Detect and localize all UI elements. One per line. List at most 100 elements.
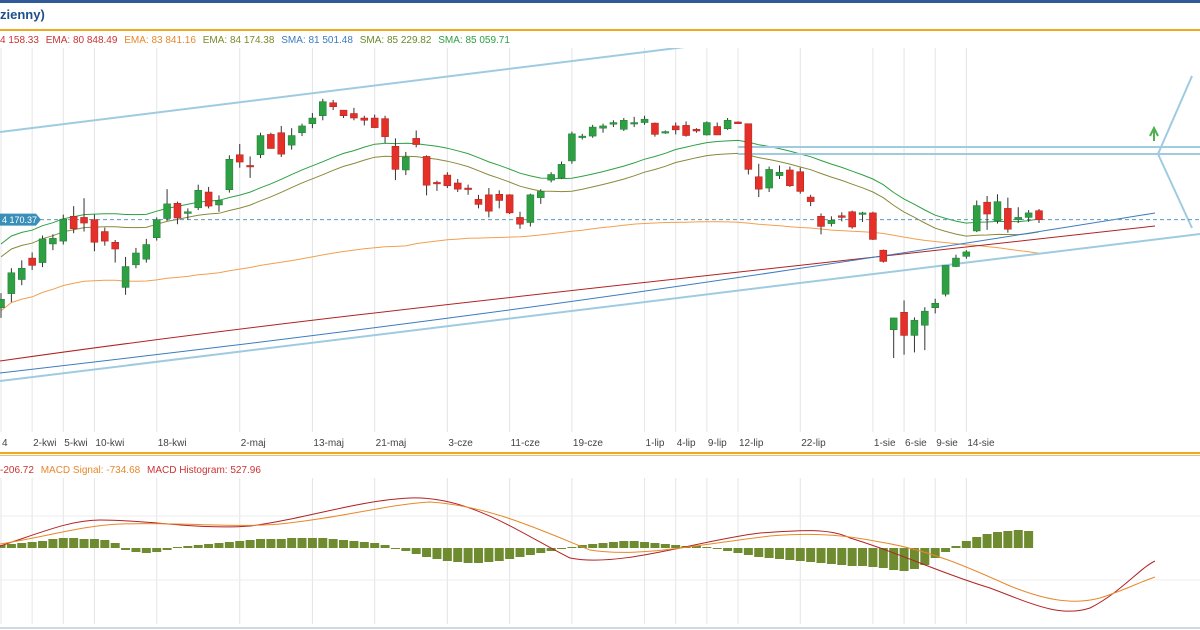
candle-56 — [578, 133, 587, 140]
candle-79 — [817, 213, 825, 235]
x-tick-label-3: 10-kwi — [95, 438, 124, 449]
candle-body — [402, 156, 410, 171]
histogram-bar-85 — [878, 548, 888, 568]
candle-3 — [28, 252, 36, 270]
candle-body — [651, 122, 659, 135]
candle-68 — [703, 121, 711, 136]
candle-body — [381, 118, 389, 137]
candle-body — [962, 251, 971, 257]
candle-body — [734, 121, 742, 124]
candle-body — [703, 122, 711, 136]
candle-12 — [121, 256, 130, 295]
candle-body — [80, 217, 88, 224]
candle-body — [1024, 212, 1033, 218]
histogram-bar-97 — [1003, 531, 1013, 548]
candle-44 — [453, 179, 462, 192]
candle-body — [869, 212, 877, 240]
histogram-bar-63 — [650, 543, 660, 548]
candle-97 — [1004, 197, 1012, 233]
candlestick-chart[interactable]: 4 170.37 4 2-kwi 5-kwi 10-kwi 18-kwi 2-maj 13-m… — [0, 48, 1200, 450]
histogram-bar-4 — [38, 541, 48, 548]
histogram-bar-58 — [598, 543, 608, 548]
candle-body — [1035, 210, 1043, 220]
x-tick-label-16: 1-sie — [874, 438, 896, 449]
sma-line-blue — [0, 212, 1156, 374]
candle-body — [879, 249, 888, 262]
histogram-bar-55 — [567, 547, 577, 548]
histogram-bar-29 — [297, 538, 307, 548]
candle-body — [537, 191, 545, 198]
candle-body — [557, 164, 566, 179]
candle-11 — [111, 240, 119, 263]
histogram-bar-65 — [671, 545, 681, 548]
legend-item-sma-2: SMA: 85 229.82 — [359, 35, 432, 46]
candle-15 — [152, 217, 161, 241]
candle-body — [796, 171, 805, 192]
candle-41 — [422, 155, 431, 196]
histogram-bar-59 — [608, 542, 618, 548]
candle-81 — [838, 212, 846, 222]
candle-body — [184, 211, 192, 214]
candle-42 — [433, 180, 441, 191]
histogram-bar-10 — [100, 540, 110, 548]
histogram-bar-78 — [806, 548, 816, 562]
histogram-bar-67 — [691, 546, 701, 548]
histogram-bar-96 — [992, 532, 1002, 548]
chart-title: zienny) — [0, 7, 45, 22]
candle-body — [246, 165, 254, 168]
x-tick-label-0: 4 — [2, 438, 8, 449]
macd-legend-value: -206.72 — [0, 465, 34, 476]
histogram-bar-91 — [941, 548, 951, 552]
x-tick-label-4: 18-kwi — [158, 438, 187, 449]
window-top-border — [0, 0, 1200, 3]
candle-body — [90, 219, 99, 243]
histogram-bar-89 — [920, 548, 930, 565]
candle-body — [485, 194, 493, 212]
candle-body — [713, 126, 721, 136]
candle-body — [277, 132, 286, 155]
candle-body — [173, 203, 182, 219]
histogram-bar-90 — [930, 548, 940, 558]
histogram-bar-98 — [1013, 530, 1023, 548]
candle-body — [464, 187, 472, 190]
candle-body — [111, 242, 119, 250]
candle-51 — [526, 193, 535, 227]
histogram-bar-19 — [193, 545, 203, 548]
candle-0 — [0, 293, 5, 318]
histogram-bar-14 — [141, 548, 151, 553]
candle-body — [142, 244, 151, 260]
candle-body — [0, 299, 5, 309]
candle-body — [848, 211, 856, 228]
candle-body — [453, 182, 462, 190]
candle-29 — [298, 123, 306, 137]
candle-body — [194, 190, 202, 209]
histogram-bar-57 — [588, 544, 598, 548]
candle-18 — [184, 208, 192, 220]
candle-body — [744, 123, 753, 170]
candle-body — [433, 182, 441, 185]
histogram-bar-74 — [764, 548, 774, 558]
histogram-bar-3 — [27, 542, 37, 548]
histogram-bar-26 — [266, 539, 276, 548]
candle-47 — [485, 188, 493, 218]
candle-55 — [568, 131, 576, 164]
histogram-bar-2 — [17, 543, 27, 548]
candle-body — [630, 122, 638, 125]
candle-53 — [547, 172, 555, 183]
candle-body — [568, 133, 576, 162]
candle-50 — [516, 211, 524, 229]
candle-39 — [402, 151, 410, 176]
candle-27 — [277, 125, 286, 157]
legend-item-1: 4 158.33 — [0, 35, 39, 46]
candle-1 — [7, 268, 16, 303]
histogram-bar-35 — [359, 542, 369, 548]
candle-body — [858, 212, 867, 215]
candle-2 — [18, 260, 26, 286]
candle-body — [412, 138, 420, 145]
candle-body — [723, 120, 732, 130]
candle-73 — [754, 163, 763, 198]
candle-body — [588, 126, 597, 137]
candle-82 — [848, 210, 856, 229]
macd-chart[interactable] — [0, 478, 1200, 624]
candle-17 — [173, 201, 182, 225]
